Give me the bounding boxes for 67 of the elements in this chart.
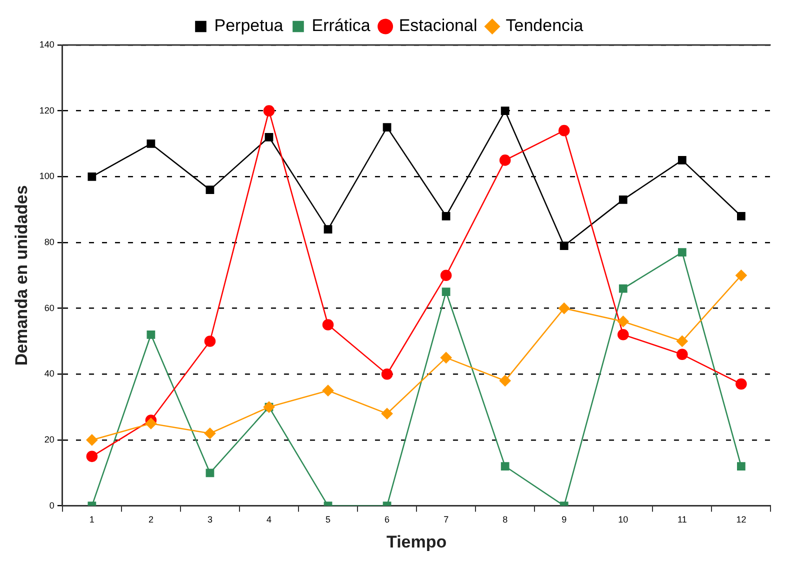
point bbox=[86, 434, 98, 446]
y-tick-label: 40 bbox=[44, 368, 54, 379]
point bbox=[88, 172, 96, 181]
legend-label: Estacional bbox=[398, 16, 478, 36]
x-tick-label: 5 bbox=[326, 514, 331, 525]
x-tick-label: 7 bbox=[444, 514, 449, 525]
x-tick-label: 10 bbox=[618, 514, 628, 525]
point bbox=[678, 248, 686, 257]
point bbox=[617, 316, 629, 328]
point bbox=[558, 124, 570, 136]
legend-label: Tendencia bbox=[506, 16, 584, 36]
point bbox=[146, 330, 156, 339]
point bbox=[617, 328, 629, 340]
point bbox=[499, 154, 511, 166]
point bbox=[86, 450, 98, 462]
point bbox=[204, 428, 216, 440]
point bbox=[558, 302, 570, 314]
point bbox=[737, 212, 746, 220]
point bbox=[736, 378, 747, 390]
y-tick-label: 20 bbox=[44, 434, 54, 444]
x-tick-label: 9 bbox=[562, 514, 567, 525]
point bbox=[381, 368, 393, 380]
legend-label: Perpetua bbox=[214, 16, 284, 36]
y-tick-label: 120 bbox=[39, 105, 54, 116]
point bbox=[560, 242, 568, 250]
point bbox=[206, 186, 214, 194]
y-tick-label: 100 bbox=[39, 171, 54, 182]
point bbox=[206, 468, 214, 478]
point bbox=[263, 105, 275, 116]
point bbox=[382, 123, 392, 132]
point bbox=[442, 288, 450, 296]
x-tick-label: 3 bbox=[207, 514, 212, 525]
point bbox=[676, 336, 688, 347]
point bbox=[500, 462, 510, 470]
point bbox=[264, 132, 274, 142]
point bbox=[500, 106, 510, 116]
point bbox=[737, 462, 746, 470]
x-tick-label: 8 bbox=[502, 514, 508, 525]
x-axis-title: Tiempo bbox=[386, 532, 447, 552]
point bbox=[440, 352, 452, 364]
y-tick-label: 140 bbox=[39, 39, 54, 50]
x-tick-label: 12 bbox=[736, 514, 746, 525]
point bbox=[145, 418, 157, 430]
point bbox=[381, 408, 393, 420]
y-tick-label: 60 bbox=[44, 302, 54, 313]
point bbox=[676, 348, 688, 360]
point bbox=[204, 336, 216, 347]
y-tick-label: 0 bbox=[49, 500, 54, 510]
point bbox=[324, 225, 332, 234]
point bbox=[736, 270, 747, 282]
point bbox=[442, 212, 450, 220]
point bbox=[499, 375, 511, 386]
x-tick-label: 11 bbox=[677, 514, 687, 525]
point bbox=[146, 140, 156, 148]
legend-label: Errática bbox=[312, 16, 371, 36]
y-tick-label: 80 bbox=[44, 236, 54, 247]
point bbox=[440, 270, 452, 282]
x-tick-label: 2 bbox=[148, 514, 154, 525]
x-tick-label: 1 bbox=[89, 514, 94, 525]
point bbox=[322, 384, 334, 396]
x-tick-label: 6 bbox=[384, 514, 390, 525]
point bbox=[322, 319, 334, 330]
point bbox=[678, 156, 686, 164]
y-axis-title: Demanda en unidades bbox=[12, 185, 31, 366]
point bbox=[618, 284, 628, 293]
point bbox=[618, 196, 628, 204]
x-tick-label: 4 bbox=[266, 514, 272, 525]
